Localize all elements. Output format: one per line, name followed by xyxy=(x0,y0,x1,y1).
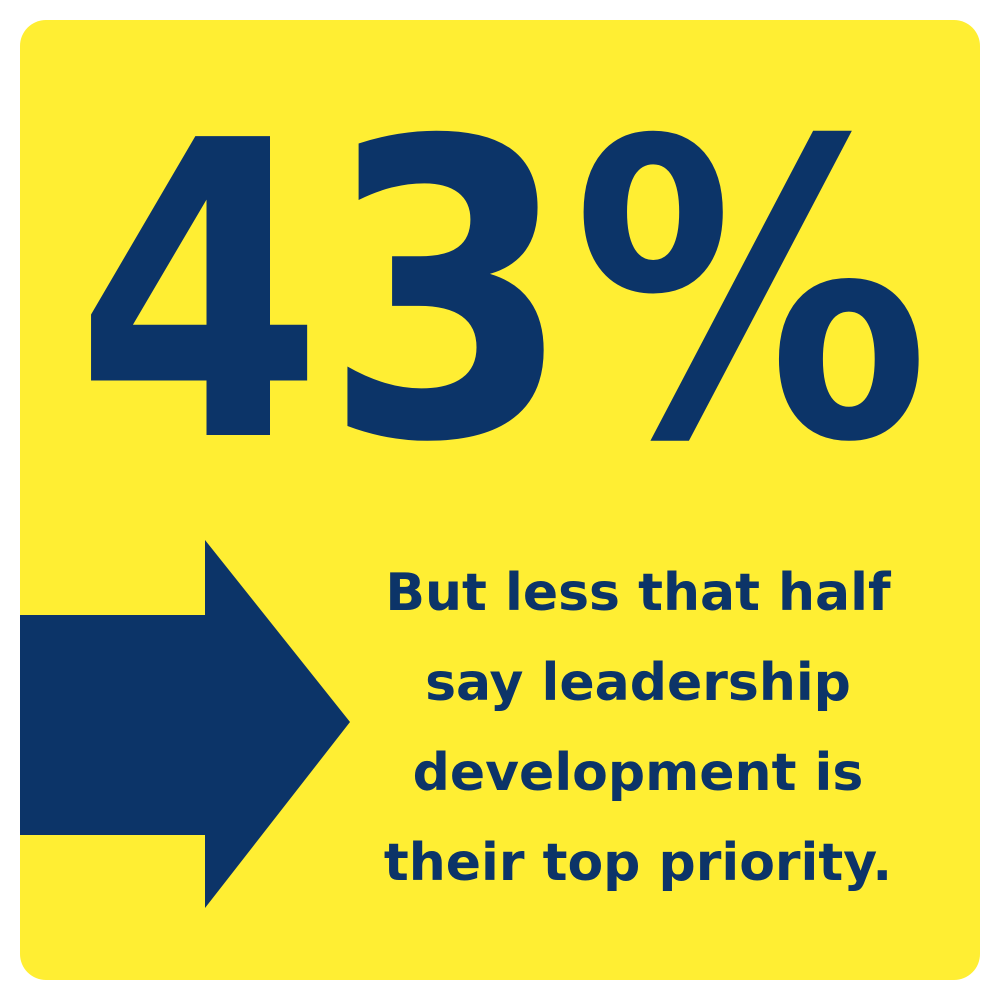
caption-line: But less that half xyxy=(385,563,892,623)
stat: 43% xyxy=(75,54,930,532)
caption-line: their top priority. xyxy=(384,833,892,893)
caption-line: development is xyxy=(413,743,864,803)
caption-line: say leadership xyxy=(425,653,851,713)
arrow xyxy=(20,540,350,908)
